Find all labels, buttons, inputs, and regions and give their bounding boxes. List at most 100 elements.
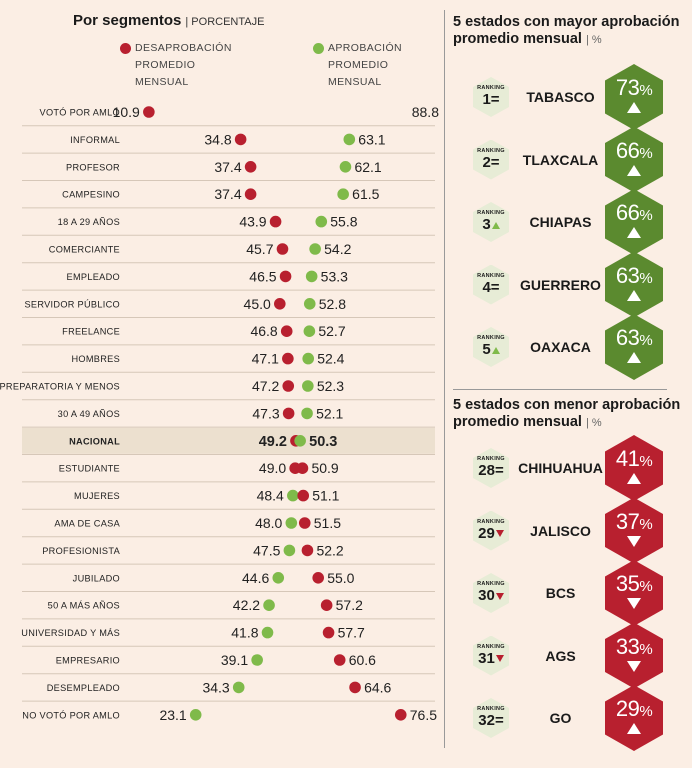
ranking-badge: RANKING 3 (473, 202, 509, 242)
state-ranking-row: RANKING 31 AGS 33% (455, 622, 685, 689)
approval-percentage: 41% (605, 446, 663, 472)
approval-value: 54.2 (324, 241, 351, 257)
approval-percentage-badge: 33% (605, 622, 663, 689)
approval-value: 62.1 (354, 159, 381, 175)
approval-value: 50.3 (309, 434, 337, 450)
segment-label: AMA DE CASA (54, 519, 120, 529)
segment-row: MUJERES 48.4 51.1 (22, 481, 435, 504)
segment-label: 18 A 29 AÑOS (58, 217, 120, 227)
approval-dot (303, 325, 316, 338)
top-states-title: 5 estados con mayor aprobación promedio … (453, 14, 683, 49)
ranking-badge: RANKING 1= (473, 77, 509, 117)
disapproval-dot (282, 352, 294, 365)
disapproval-dot (279, 270, 292, 283)
title-unit-text: PORCENTAJE (191, 16, 265, 28)
approval-dot (337, 188, 349, 200)
state-name: CHIHUAHUA (518, 460, 603, 476)
segment-row: FREELANCE 46.8 52.7 (22, 317, 435, 339)
disapproval-dot (244, 188, 257, 200)
ranking-label: RANKING (477, 581, 505, 587)
arrow-up-icon (627, 227, 641, 238)
state-ranking-row: RANKING 4= GUERRERO 63% (455, 251, 685, 318)
arrow-up-icon (627, 102, 641, 113)
approval-value: 61.5 (352, 186, 379, 202)
approval-dot (305, 270, 318, 283)
legend-disapproval-label: DESAPROBACIÓN PROMEDIO MENSUAL (135, 42, 232, 88)
bottom-states-unit: | % (585, 417, 602, 429)
disapproval-value: 34.8 (204, 131, 231, 147)
trend-down-icon (495, 530, 504, 538)
approval-value: 88.8 (412, 104, 439, 120)
segment-label: PROFESIONISTA (42, 546, 120, 556)
approval-dot (343, 133, 356, 146)
disapproval-value: 39.1 (221, 652, 248, 668)
approval-value: 53.3 (321, 268, 348, 284)
ranking-badge: RANKING 2= (473, 139, 509, 180)
percent-sign: % (639, 578, 653, 595)
bottom-states-unit-text: % (591, 417, 602, 429)
state-name: GUERRERO (520, 276, 601, 293)
ranking-badge: RANKING 32= (473, 698, 509, 738)
disapproval-dot (282, 407, 295, 420)
ranking-number: 28= (473, 462, 509, 479)
disapproval-value: 43.9 (239, 214, 266, 230)
arrow-up-icon (627, 723, 641, 734)
approval-value: 52.2 (316, 542, 343, 558)
approval-percentage-value: 73 (615, 75, 640, 100)
section-separator (453, 389, 667, 390)
ranking-badge: RANKING 5 (473, 327, 509, 367)
disapproval-value: 41.8 (231, 625, 258, 641)
approval-dot (298, 517, 311, 529)
segment-row: SERVIDOR PÚBLICO 45.0 52.8 (22, 289, 435, 312)
segment-row: HOMBRES 47.1 52.4 (22, 344, 435, 367)
segment-row: 18 A 29 AÑOS 43.9 55.8 (22, 207, 435, 230)
approval-percentage-value: 37 (615, 508, 640, 534)
approval-percentage: 66% (605, 138, 663, 164)
approval-dot (301, 544, 314, 557)
ranking-badge: RANKING 29 (473, 510, 509, 551)
disapproval-dot (285, 517, 298, 529)
disapproval-value: 37.4 (214, 159, 241, 175)
approval-value: 55.0 (327, 570, 354, 586)
approval-percentage-value: 29 (615, 696, 640, 721)
approval-value: 52.1 (316, 405, 343, 421)
segment-row: COMERCIANTE 45.7 54.2 (22, 234, 435, 257)
segment-label: EMPRESARIO (56, 656, 120, 666)
disapproval-value: 44.6 (242, 570, 269, 586)
percent-sign: % (639, 515, 653, 533)
ranking-label: RANKING (477, 706, 505, 712)
disapproval-value: 47.3 (252, 405, 279, 421)
percent-sign: % (639, 82, 653, 99)
disapproval-value: 48.4 (257, 488, 284, 504)
disapproval-value: 45.0 (244, 296, 271, 312)
ranking-number: 1= (473, 91, 509, 108)
approval-dot (315, 215, 328, 228)
approval-percentage: 66% (605, 200, 663, 226)
approval-percentage: 63% (605, 263, 663, 289)
state-ranking-row: RANKING 2= TLAXCALA 66% (455, 126, 685, 193)
ranking-number-text: 4= (482, 278, 500, 296)
title-unit: | PORCENTAJE (185, 16, 265, 28)
approval-percentage-badge: 63% (605, 314, 663, 380)
state-name: JALISCO (530, 522, 591, 539)
ranking-label: RANKING (477, 210, 505, 216)
disapproval-dot (287, 489, 299, 502)
arrow-down-icon (627, 535, 641, 547)
state-ranking-row: RANKING 28= CHIHUAHUA 41% (455, 435, 685, 501)
segment-row: NO VOTÓ POR AMLO 23.1 76.5 (22, 700, 437, 723)
segment-label: PROFESOR (66, 162, 120, 172)
disapproval-value: 48.0 (255, 515, 282, 531)
disapproval-dot (263, 599, 275, 611)
disapproval-value: 37.4 (214, 186, 241, 202)
approval-value: 64.6 (364, 679, 391, 695)
segment-row: DESEMPLEADO 34.3 64.6 (22, 673, 435, 695)
disapproval-dot (282, 380, 295, 392)
approval-value: 50.9 (311, 460, 338, 476)
disapproval-value: 47.2 (252, 378, 279, 394)
trend-down-icon (495, 655, 504, 663)
approval-dot (303, 298, 316, 310)
ranking-number-text: 28= (478, 462, 504, 479)
segment-row: NACIONAL 49.2 50.3 (22, 426, 435, 454)
ranking-number-text: 5 (482, 341, 491, 358)
ranking-number-text: 29 (478, 524, 495, 542)
